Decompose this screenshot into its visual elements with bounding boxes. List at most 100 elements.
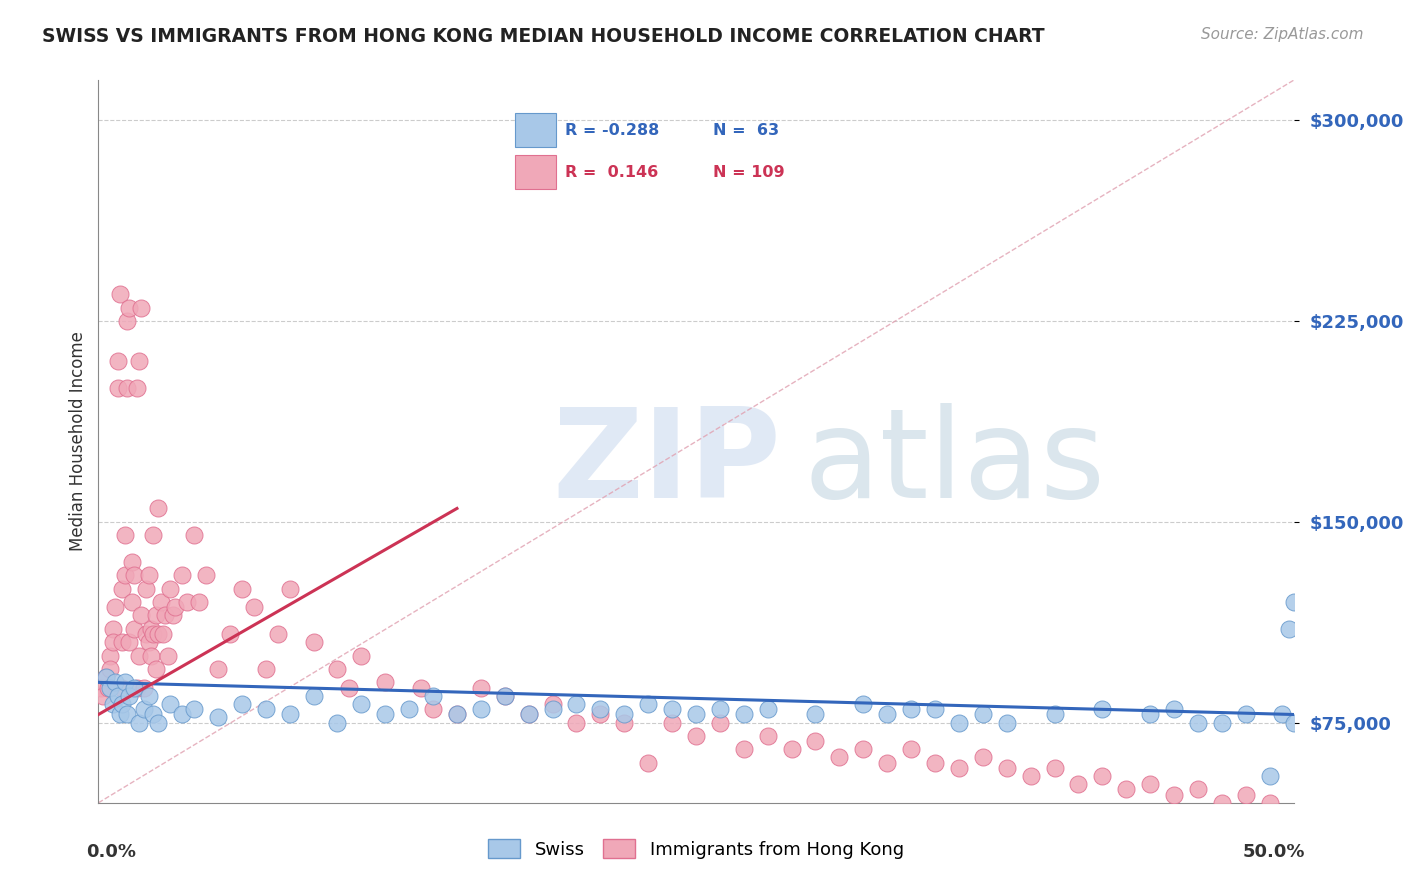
- Point: [90, 681, 112, 695]
- Point: [128, 354, 150, 368]
- Point: [142, 707, 165, 722]
- Point: [661, 715, 683, 730]
- Point: [231, 697, 253, 711]
- Point: [142, 627, 165, 641]
- Point: [135, 627, 157, 641]
- Point: [115, 381, 138, 395]
- Point: [195, 568, 218, 582]
- Point: [124, 622, 146, 636]
- Point: [139, 648, 162, 663]
- Point: [148, 501, 170, 516]
- Point: [661, 702, 683, 716]
- Point: [1019, 769, 1042, 783]
- Point: [104, 600, 127, 615]
- Point: [98, 662, 122, 676]
- Point: [1258, 769, 1281, 783]
- Point: [121, 595, 143, 609]
- Point: [613, 707, 636, 722]
- Point: [1234, 788, 1257, 802]
- Point: [995, 715, 1018, 730]
- Point: [446, 707, 468, 722]
- Point: [125, 681, 148, 695]
- Point: [422, 702, 444, 716]
- Point: [948, 715, 970, 730]
- Point: [876, 707, 898, 722]
- Point: [115, 707, 138, 722]
- Point: [108, 287, 131, 301]
- Point: [852, 697, 875, 711]
- Point: [517, 707, 540, 722]
- Point: [565, 715, 588, 730]
- Point: [101, 697, 124, 711]
- Point: [1271, 707, 1294, 722]
- Point: [565, 697, 588, 711]
- Point: [111, 635, 134, 649]
- Point: [131, 301, 153, 315]
- Point: [1091, 702, 1114, 716]
- Point: [589, 702, 612, 716]
- Point: [1282, 595, 1305, 609]
- Point: [149, 595, 172, 609]
- Point: [1139, 777, 1161, 791]
- Point: [685, 729, 707, 743]
- Point: [326, 662, 349, 676]
- Point: [339, 681, 361, 695]
- Point: [267, 627, 290, 641]
- Point: [302, 635, 325, 649]
- Point: [91, 689, 114, 703]
- Point: [541, 697, 564, 711]
- Point: [470, 702, 492, 716]
- Point: [118, 689, 141, 703]
- Point: [145, 608, 167, 623]
- Point: [145, 662, 167, 676]
- Point: [494, 689, 516, 703]
- Point: [142, 528, 165, 542]
- Point: [852, 742, 875, 756]
- Point: [124, 681, 146, 695]
- Point: [685, 707, 707, 722]
- Point: [1115, 782, 1137, 797]
- Point: [114, 568, 136, 582]
- Point: [107, 381, 129, 395]
- Point: [470, 681, 492, 695]
- Text: N =  63: N = 63: [713, 123, 779, 137]
- Point: [972, 707, 994, 722]
- Point: [1067, 777, 1090, 791]
- Point: [756, 702, 779, 716]
- Point: [187, 595, 209, 609]
- Point: [780, 742, 803, 756]
- Point: [139, 622, 162, 636]
- Point: [637, 697, 659, 711]
- Text: R = -0.288: R = -0.288: [565, 123, 659, 137]
- Point: [124, 568, 146, 582]
- Point: [589, 707, 612, 722]
- Point: [1163, 702, 1185, 716]
- Point: [900, 742, 922, 756]
- Point: [104, 675, 127, 690]
- Point: [135, 582, 157, 596]
- Point: [326, 715, 349, 730]
- Point: [756, 729, 779, 743]
- Point: [97, 681, 120, 695]
- Text: 0.0%: 0.0%: [87, 843, 136, 861]
- Point: [1211, 796, 1233, 810]
- Point: [128, 648, 150, 663]
- Point: [118, 635, 141, 649]
- Point: [108, 707, 131, 722]
- Point: [111, 681, 134, 695]
- Point: [733, 707, 755, 722]
- Bar: [516, 155, 555, 189]
- Point: [101, 635, 124, 649]
- Text: N = 109: N = 109: [713, 165, 785, 179]
- Text: atlas: atlas: [804, 402, 1105, 524]
- Point: [398, 702, 420, 716]
- Point: [172, 707, 194, 722]
- Point: [1278, 622, 1301, 636]
- Point: [900, 702, 922, 716]
- Point: [138, 568, 160, 582]
- Point: [138, 635, 160, 649]
- Point: [302, 689, 325, 703]
- Text: R =  0.146: R = 0.146: [565, 165, 658, 179]
- Point: [995, 761, 1018, 775]
- Legend: Swiss, Immigrants from Hong Kong: Swiss, Immigrants from Hong Kong: [481, 832, 911, 866]
